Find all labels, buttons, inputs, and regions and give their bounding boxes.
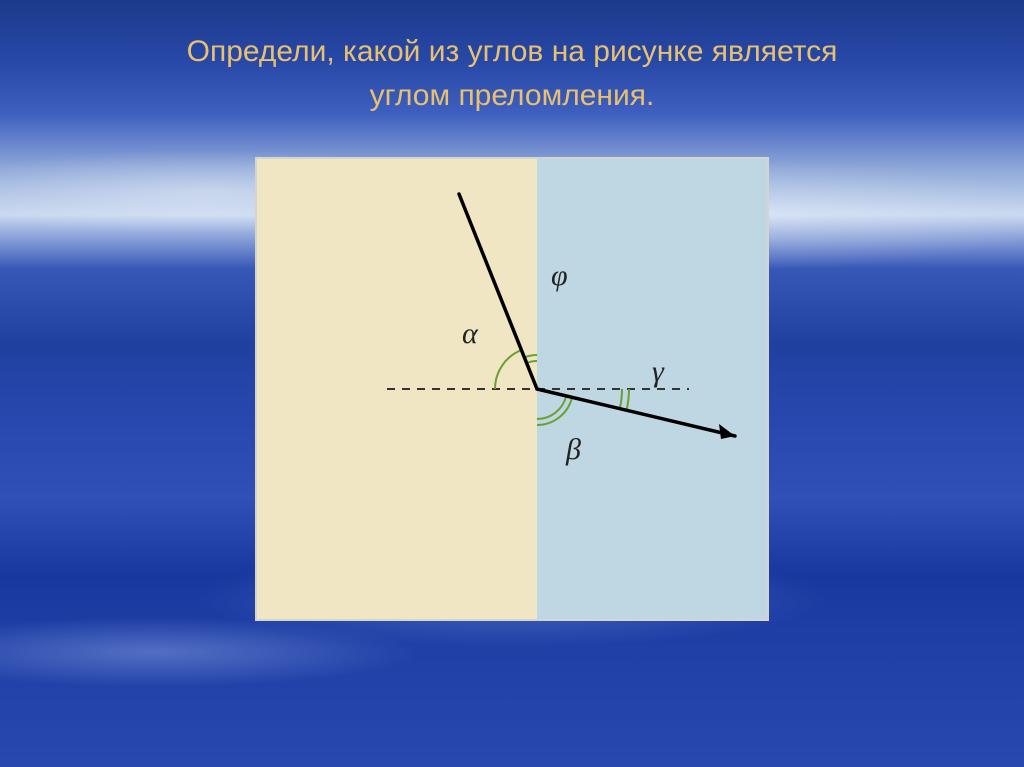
diagram-border: φ α β γ [255, 157, 769, 621]
svg-text:φ: φ [551, 259, 568, 292]
slide-content: Определи, какой из углов на рисунке явля… [0, 0, 1024, 767]
svg-text:γ: γ [652, 355, 665, 388]
title-line-1: Определи, какой из углов на рисунке явля… [187, 30, 838, 74]
svg-text:β: β [565, 433, 581, 466]
title-line-2: углом преломления. [187, 74, 838, 118]
slide-title: Определи, какой из углов на рисунке явля… [187, 30, 838, 117]
svg-text:α: α [462, 317, 479, 350]
refraction-diagram: φ α β γ [257, 159, 767, 619]
